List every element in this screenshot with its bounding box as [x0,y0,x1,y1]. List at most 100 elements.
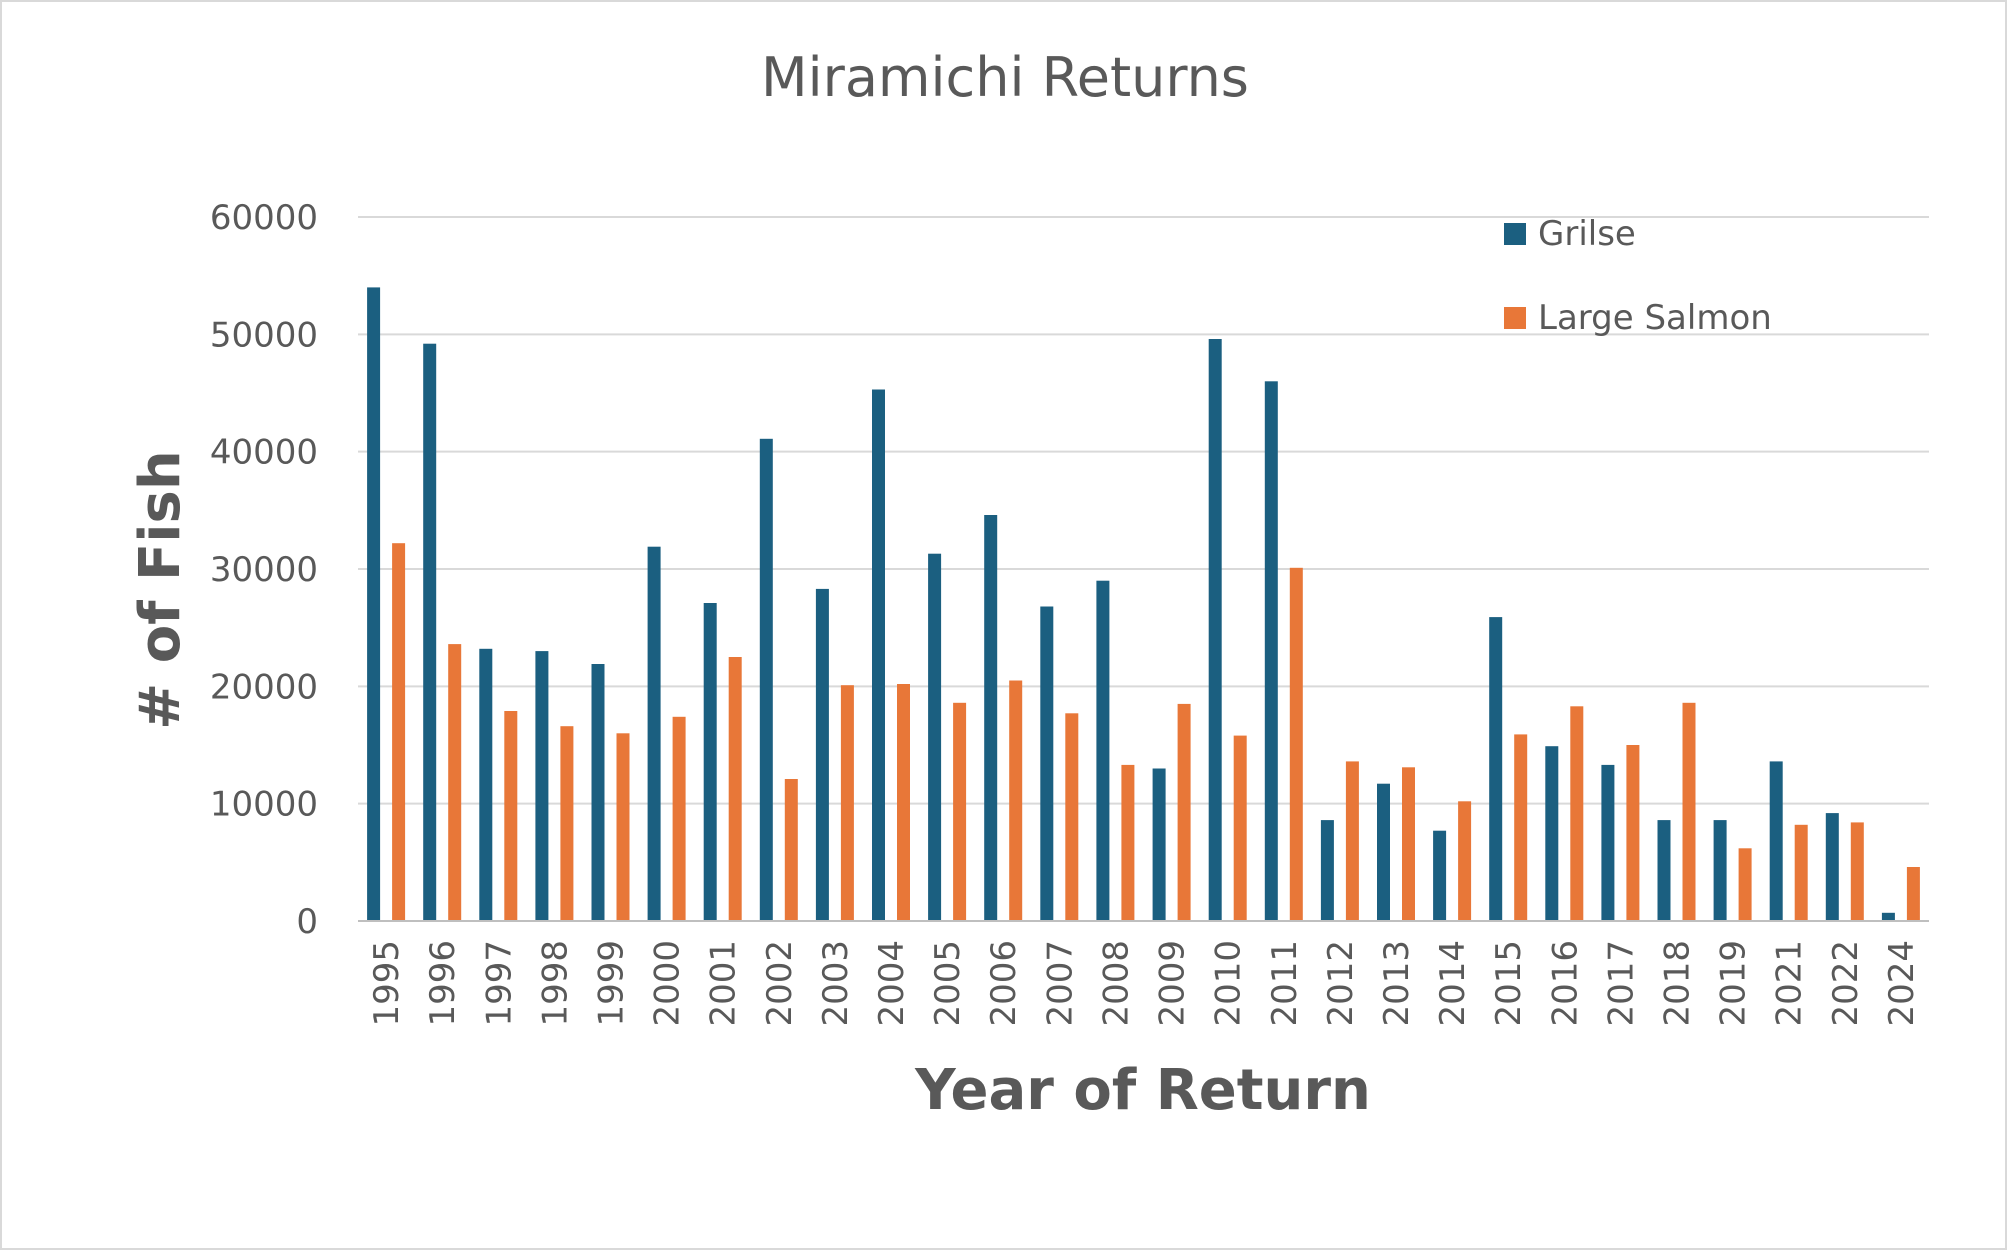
bar-large-salmon-2008 [1121,764,1135,921]
x-tick-label: 2024 [1882,940,1922,1027]
y-tick-label: 50000 [210,315,318,355]
bar-large-salmon-2007 [1065,713,1079,921]
x-tick-label: 2006 [984,940,1024,1027]
bar-grilse-2002 [759,438,773,921]
legend-swatch-grilse [1504,223,1526,245]
bar-large-salmon-2017 [1626,745,1640,921]
legend: Grilse Large Salmon [1504,214,1772,338]
x-tick-label: 2000 [648,940,688,1027]
legend-swatch-large-salmon [1504,307,1526,329]
x-tick-label: 2021 [1770,940,1810,1027]
x-tick-label: 2012 [1321,940,1361,1027]
bar-large-salmon-2002 [784,779,798,921]
x-tick-label: 2010 [1209,940,1249,1027]
x-tick-label: 2018 [1658,940,1698,1027]
bar-grilse-2008 [1096,580,1110,921]
bar-grilse-2021 [1769,761,1783,921]
bar-grilse-1996 [423,343,437,921]
bar-grilse-2003 [815,588,829,921]
bar-large-salmon-1996 [448,644,462,921]
bar-large-salmon-2000 [672,716,686,921]
bar-large-salmon-2015 [1514,734,1528,921]
bar-grilse-2012 [1320,820,1334,921]
x-tick-label: 2022 [1826,940,1866,1027]
x-tick-label: 2016 [1545,940,1585,1027]
x-tick-label: 2011 [1265,940,1305,1027]
y-axis-ticks: 0 10000 20000 30000 40000 50000 60000 [210,198,318,942]
bar-large-salmon-2013 [1402,767,1415,921]
bar-large-salmon-2018 [1682,702,1696,921]
chart-title: Miramichi Returns [761,46,1249,109]
y-axis-title: # of Fish [128,450,193,729]
x-tick-label: 2009 [1153,940,1193,1027]
bar-grilse-2005 [928,553,942,921]
bar-large-salmon-2024 [1906,867,1920,921]
bar-grilse-2000 [647,546,661,921]
y-tick-label: 20000 [210,667,318,707]
y-tick-label: 60000 [210,198,318,238]
bar-grilse-2024 [1881,912,1895,921]
y-tick-label: 10000 [210,785,318,825]
bar-grilse-2019 [1713,820,1727,921]
bar-grilse-2004 [872,389,885,921]
x-tick-label: 1998 [535,940,575,1027]
bar-grilse-2007 [1040,606,1054,921]
x-tick-label: 2004 [872,940,912,1027]
bar-large-salmon-2001 [728,657,742,921]
x-tick-label: 2008 [1096,940,1136,1027]
x-tick-label: 2015 [1489,940,1529,1027]
bar-grilse-2009 [1152,768,1166,921]
x-tick-label: 2019 [1714,940,1754,1027]
bar-large-salmon-2016 [1570,706,1584,921]
bar-grilse-2018 [1657,820,1671,921]
bar-large-salmon-2004 [897,684,910,921]
bar-large-salmon-2019 [1738,848,1752,921]
bar-grilse-1998 [535,651,549,921]
bar-grilse-1997 [479,648,493,921]
x-axis-title: Year of Return [914,1058,1371,1123]
bars [367,287,1920,921]
x-tick-label: 2002 [760,940,800,1027]
bar-grilse-2015 [1489,617,1503,921]
bar-grilse-1999 [591,664,605,921]
x-tick-label: 2003 [816,940,856,1027]
bar-large-salmon-2005 [953,702,967,921]
x-tick-label: 1995 [367,940,407,1027]
x-tick-label: 2013 [1377,940,1417,1027]
x-tick-label: 2005 [928,940,968,1027]
bar-large-salmon-2022 [1850,822,1864,921]
bar-large-salmon-1995 [392,543,406,921]
gridlines [358,216,1929,805]
x-axis-ticks: 1995 1996 1997 1998 1999 2000 2001 2002 2003 2004… [367,940,1922,1027]
y-tick-label: 0 [296,902,318,942]
bar-grilse-2016 [1545,746,1559,921]
bar-large-salmon-2006 [1009,680,1023,921]
x-tick-label: 2007 [1040,940,1080,1027]
bar-grilse-2022 [1825,813,1839,921]
bar-large-salmon-1999 [616,733,630,921]
bar-large-salmon-1998 [560,726,574,921]
bar-large-salmon-1997 [504,711,518,921]
bar-grilse-2014 [1433,830,1447,921]
bar-grilse-2006 [984,515,998,921]
x-tick-label: 2001 [704,940,744,1027]
x-tick-label: 1999 [592,940,632,1027]
y-tick-label: 40000 [210,433,318,473]
bar-grilse-2017 [1601,764,1615,921]
bar-large-salmon-2011 [1289,567,1303,921]
x-tick-label: 2014 [1433,940,1473,1027]
bar-grilse-2011 [1264,381,1278,921]
bar-grilse-2013 [1377,783,1390,921]
legend-label-large-salmon: Large Salmon [1538,298,1772,338]
bar-grilse-2001 [703,603,717,921]
bar-large-salmon-2009 [1177,703,1191,921]
bar-large-salmon-2003 [840,685,854,921]
bar-grilse-2010 [1208,339,1222,921]
bar-large-salmon-2010 [1233,735,1247,921]
x-tick-label: 2017 [1601,940,1641,1027]
y-tick-label: 30000 [210,550,318,590]
bar-large-salmon-2012 [1345,761,1359,921]
bar-large-salmon-2021 [1794,824,1808,921]
